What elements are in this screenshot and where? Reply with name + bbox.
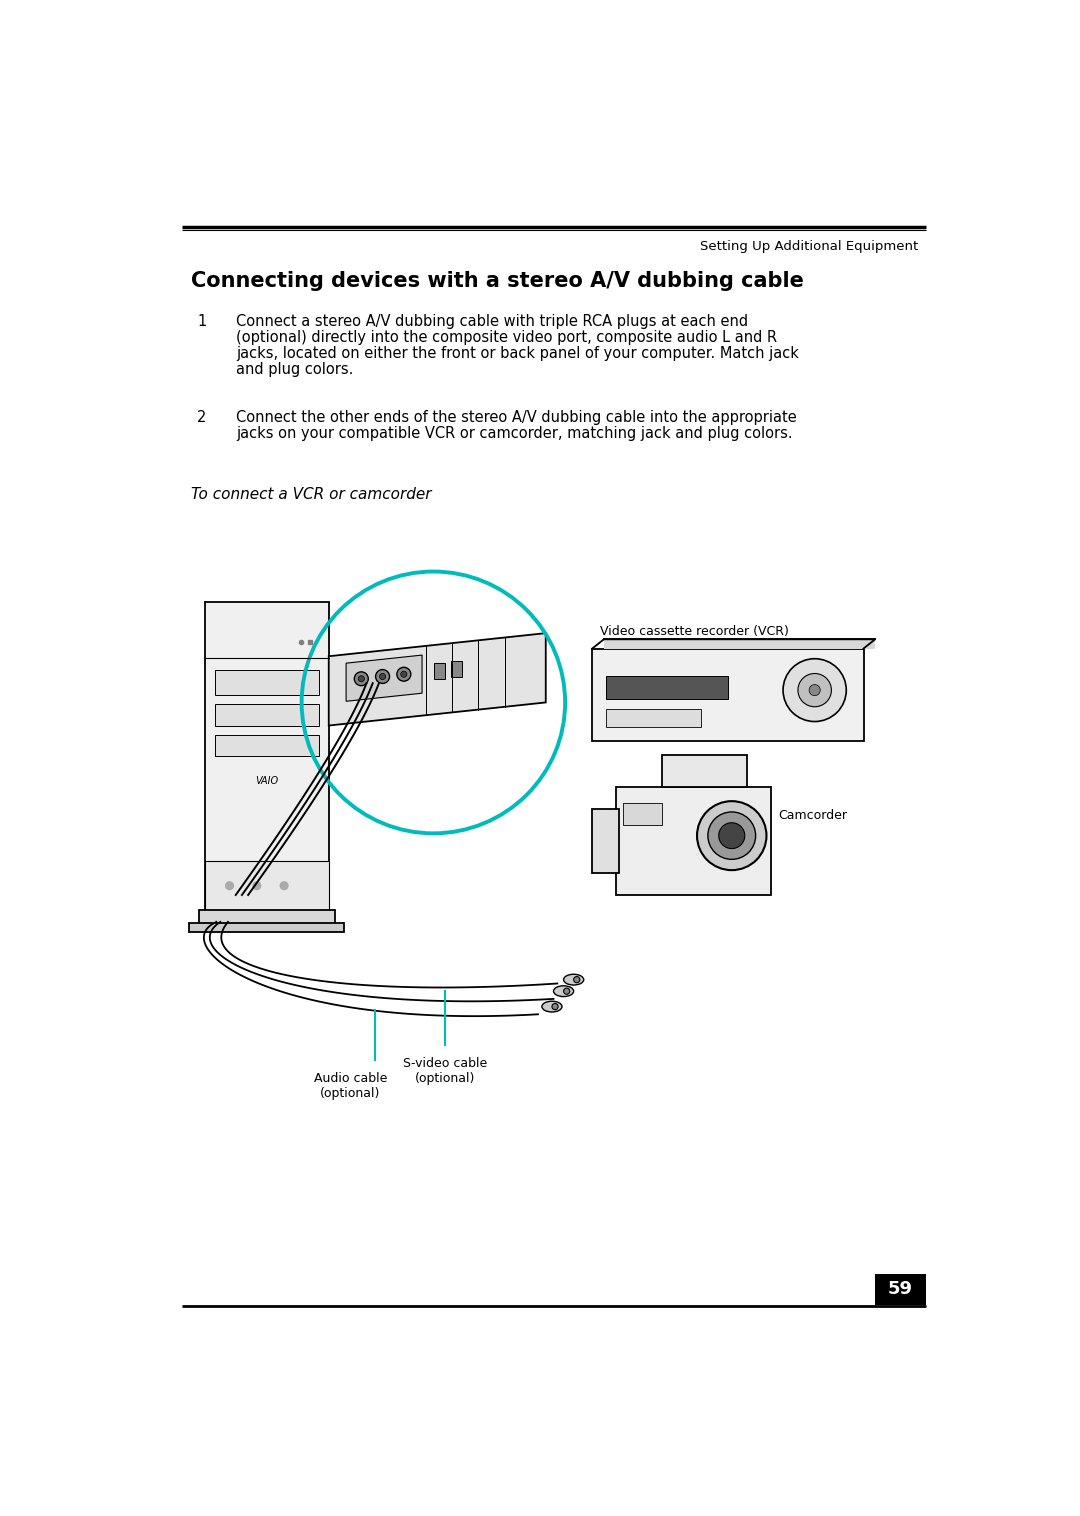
Circle shape	[226, 882, 233, 890]
FancyBboxPatch shape	[592, 808, 619, 873]
Text: Audio cable
(optional): Audio cable (optional)	[314, 1072, 387, 1101]
Polygon shape	[328, 634, 545, 726]
FancyBboxPatch shape	[189, 923, 345, 932]
Text: jacks on your compatible VCR or camcorder, matching jack and plug colors.: jacks on your compatible VCR or camcorde…	[235, 426, 793, 441]
Text: S-video cable
(optional): S-video cable (optional)	[403, 1057, 487, 1084]
Circle shape	[396, 667, 410, 681]
Text: 2: 2	[197, 409, 206, 424]
Circle shape	[564, 988, 570, 994]
Text: 59: 59	[888, 1280, 913, 1298]
Circle shape	[280, 882, 288, 890]
Circle shape	[809, 685, 820, 696]
Circle shape	[783, 659, 847, 722]
Circle shape	[552, 1004, 558, 1010]
Text: and plug colors.: and plug colors.	[235, 362, 353, 377]
Text: 1: 1	[197, 314, 206, 329]
FancyBboxPatch shape	[604, 640, 875, 649]
FancyBboxPatch shape	[662, 755, 747, 787]
Circle shape	[401, 672, 407, 678]
FancyBboxPatch shape	[606, 676, 728, 699]
FancyBboxPatch shape	[616, 787, 770, 894]
Circle shape	[718, 823, 745, 849]
Text: Connect a stereo A/V dubbing cable with triple RCA plugs at each end: Connect a stereo A/V dubbing cable with …	[235, 314, 747, 329]
FancyBboxPatch shape	[215, 670, 319, 694]
Circle shape	[253, 882, 260, 890]
FancyBboxPatch shape	[215, 703, 319, 726]
FancyBboxPatch shape	[875, 1273, 926, 1305]
FancyBboxPatch shape	[215, 735, 319, 756]
FancyBboxPatch shape	[205, 602, 328, 910]
Circle shape	[359, 676, 364, 682]
FancyBboxPatch shape	[623, 803, 662, 825]
Text: Connect the other ends of the stereo A/V dubbing cable into the appropriate: Connect the other ends of the stereo A/V…	[235, 409, 797, 424]
FancyBboxPatch shape	[199, 910, 335, 925]
Circle shape	[354, 672, 368, 685]
Circle shape	[379, 673, 386, 679]
Ellipse shape	[564, 975, 583, 985]
Text: (optional) directly into the composite video port, composite audio L and R: (optional) directly into the composite v…	[235, 330, 777, 344]
Circle shape	[376, 670, 390, 684]
Circle shape	[707, 813, 756, 860]
Text: jacks, located on either the front or back panel of your computer. Match jack: jacks, located on either the front or ba…	[235, 346, 798, 361]
FancyBboxPatch shape	[450, 661, 461, 676]
Polygon shape	[346, 655, 422, 702]
Text: Camcorder: Camcorder	[779, 808, 847, 822]
Ellipse shape	[554, 985, 573, 996]
Circle shape	[573, 976, 580, 982]
Text: Video cassette recorder (VCR): Video cassette recorder (VCR)	[600, 626, 788, 638]
Ellipse shape	[542, 1001, 562, 1013]
Text: Setting Up Additional Equipment: Setting Up Additional Equipment	[700, 241, 918, 253]
FancyBboxPatch shape	[592, 649, 864, 741]
FancyBboxPatch shape	[606, 708, 701, 728]
FancyBboxPatch shape	[434, 664, 445, 679]
Text: Connecting devices with a stereo A/V dubbing cable: Connecting devices with a stereo A/V dub…	[191, 271, 804, 291]
Circle shape	[798, 673, 832, 706]
Circle shape	[697, 800, 767, 870]
Text: To connect a VCR or camcorder: To connect a VCR or camcorder	[191, 487, 431, 502]
FancyBboxPatch shape	[205, 861, 328, 910]
Text: VAIO: VAIO	[255, 776, 279, 785]
